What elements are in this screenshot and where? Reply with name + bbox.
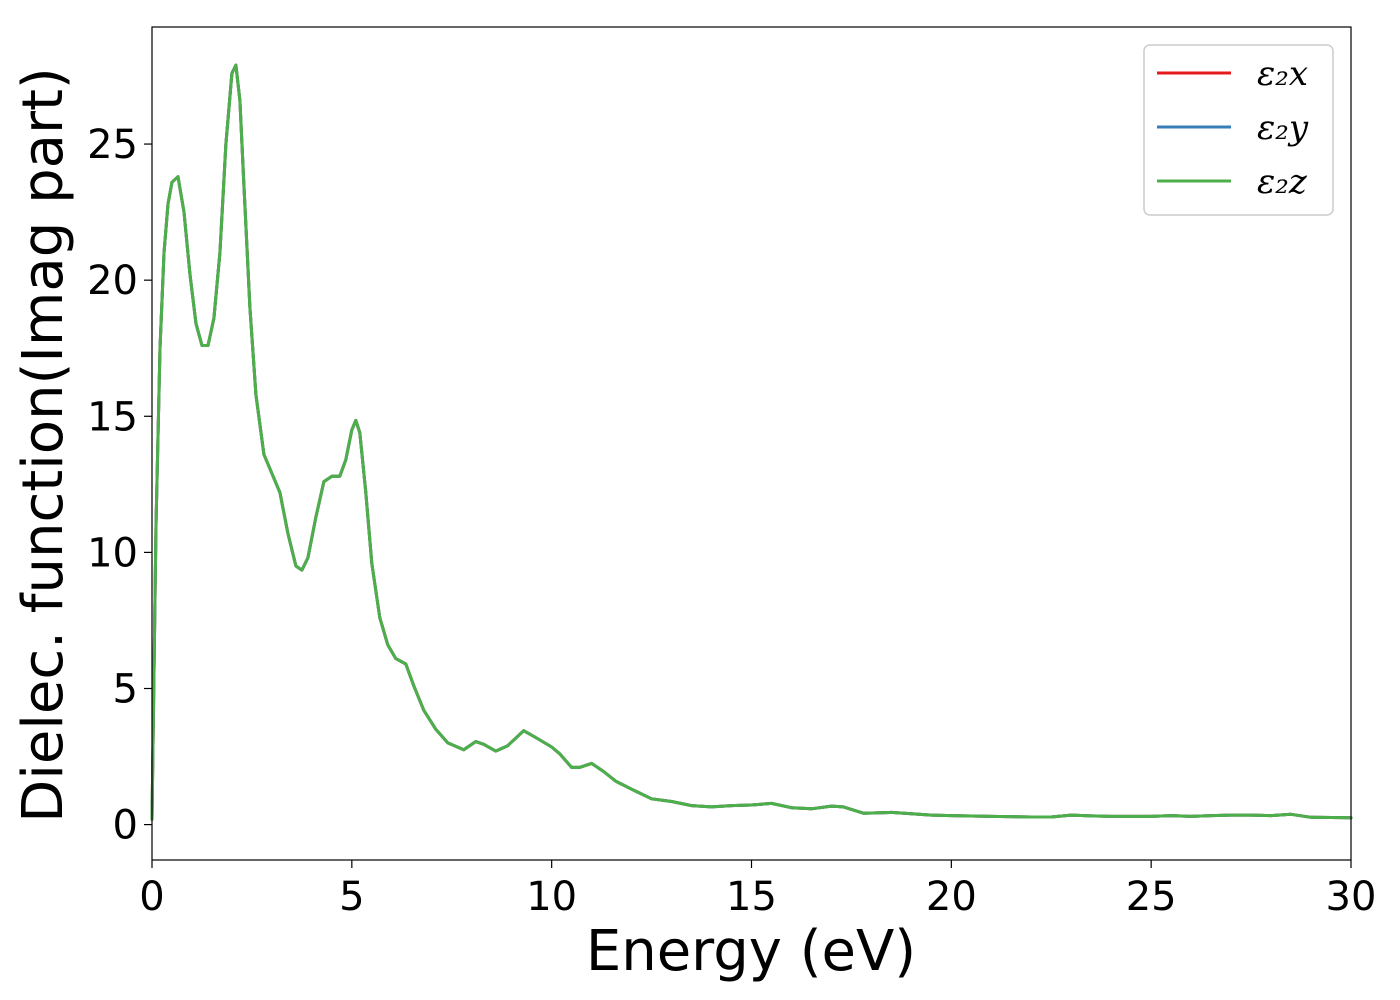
legend: ε₂x ε₂y ε₂z: [1143, 44, 1334, 216]
series-layer: [150, 63, 1353, 821]
y-tick-label: 25: [87, 122, 138, 168]
y-tick-label: 20: [87, 258, 138, 304]
y-tick-label: 0: [113, 803, 138, 849]
x-tick-label: 30: [1326, 874, 1377, 920]
legend-label: ε₂y: [1257, 108, 1309, 148]
legend-label: ε₂x: [1257, 54, 1308, 94]
y-tick-label: 10: [87, 530, 138, 576]
y-axis-label: Dielec. function(Imag part): [11, 67, 76, 823]
x-tick-label: 20: [926, 874, 977, 920]
x-tick-label: 10: [526, 874, 577, 920]
y-axis-ticks: 0 5 10 15 20 25: [87, 122, 152, 849]
x-axis-label: Energy (eV): [586, 919, 916, 984]
x-tick-label: 5: [339, 874, 364, 920]
legend-label: ε₂z: [1257, 162, 1308, 202]
x-tick-label: 0: [139, 874, 164, 920]
series-line-3: [150, 63, 1353, 821]
y-tick-label: 5: [113, 667, 138, 713]
y-tick-label: 15: [87, 394, 138, 440]
x-tick-label: 15: [726, 874, 777, 920]
legend-box: [1143, 44, 1334, 216]
x-tick-label: 25: [1126, 874, 1177, 920]
x-axis-ticks: 0 5 10 15 20 25 30: [139, 860, 1376, 920]
